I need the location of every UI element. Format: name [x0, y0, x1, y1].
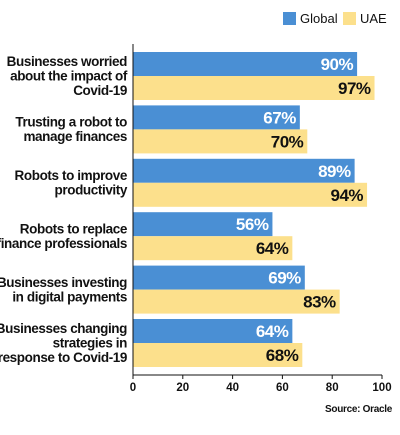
- bar-value-label: 70%: [271, 132, 304, 151]
- category-labels: Businesses worried about the impact of Cov…: [0, 54, 128, 365]
- category-label: Businesses worried about the impact of Cov…: [7, 54, 128, 98]
- bar-uae: [133, 236, 293, 261]
- bar-value-label: 97%: [338, 79, 371, 98]
- bar-value-label: 64%: [256, 239, 289, 258]
- x-tick-label: 60: [276, 382, 289, 394]
- legend-swatch-global: [283, 12, 296, 25]
- category-label: Robots to replace finance professionals: [0, 221, 128, 251]
- legend-label-global: Global: [300, 11, 338, 26]
- bar-global: [133, 52, 358, 76]
- legend-label-uae: UAE: [360, 11, 387, 26]
- bar-uae: [133, 129, 308, 154]
- category-label: Trusting a robot to manage finances: [15, 115, 127, 144]
- bar-uae: [133, 343, 303, 367]
- category-label: Businesses investing in digital payments: [0, 275, 127, 305]
- bar-value-label: 90%: [321, 55, 354, 74]
- category-label: Robots to improve productivity: [15, 168, 128, 198]
- bar-value-label: 89%: [318, 162, 351, 181]
- bar-value-label: 94%: [331, 186, 364, 205]
- bar-value-label: 67%: [263, 108, 296, 127]
- bar-global: [133, 212, 273, 237]
- x-tick-label: 40: [226, 382, 239, 394]
- bar-value-label: 68%: [266, 346, 299, 365]
- bar-global: [133, 319, 293, 343]
- bar-value-label: 83%: [303, 293, 336, 312]
- x-tick-label: 100: [372, 382, 391, 394]
- legend-swatch-uae: [343, 12, 356, 25]
- x-tick-label: 0: [130, 382, 136, 394]
- source-note: Source: Oracle: [325, 404, 393, 415]
- x-tick-label: 80: [326, 382, 339, 394]
- bar-global: [133, 265, 305, 290]
- x-axis: 0 20 40 60 80 100: [130, 44, 392, 394]
- bar-global: [133, 105, 300, 130]
- bar-value-label: 69%: [268, 269, 301, 288]
- category-label: Businesses changing strategies in response…: [0, 321, 127, 365]
- bars: 90% 97% 67% 70% 89% 94% 56% 64% 69%83% 64% 68%: [133, 52, 375, 367]
- bar-value-label: 64%: [256, 322, 289, 341]
- legend: Global UAE: [283, 11, 387, 26]
- bar-global: [133, 158, 355, 183]
- x-tick-label: 20: [176, 382, 189, 394]
- bar-uae: [133, 76, 375, 100]
- bar-uae: [133, 182, 368, 207]
- bar-uae: [133, 289, 340, 314]
- bar-value-label: 56%: [236, 215, 269, 234]
